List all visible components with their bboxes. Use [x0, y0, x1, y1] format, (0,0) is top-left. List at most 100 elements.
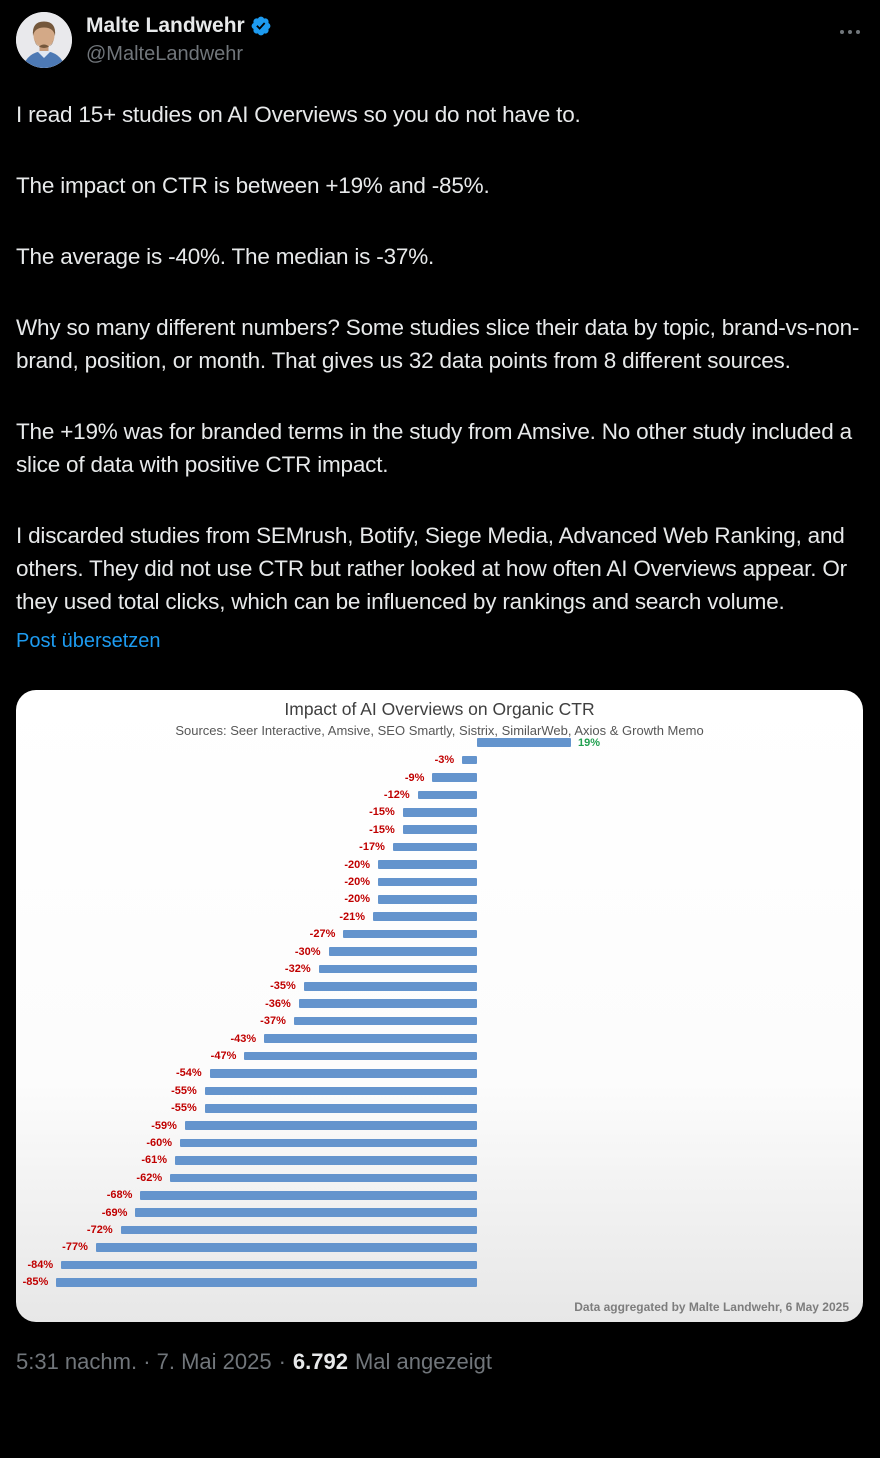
- chart-bar-label: -9%: [404, 771, 425, 784]
- chart-media[interactable]: Impact of AI Overviews on Organic CTR So…: [16, 690, 863, 1322]
- chart-bar-label: -36%: [265, 997, 291, 1010]
- chart-bar-label: -84%: [27, 1258, 54, 1271]
- chart-bar: [135, 1208, 477, 1217]
- avatar[interactable]: [16, 12, 72, 68]
- chart-bar-row: -55%: [16, 1100, 863, 1117]
- author-name: Malte Landwehr: [86, 14, 245, 37]
- chart-bar-row: -43%: [16, 1030, 863, 1047]
- chart-bar-label: -15%: [369, 823, 395, 836]
- chart-bar-row: -77%: [16, 1239, 863, 1256]
- chart-bar-row: -32%: [16, 960, 863, 977]
- chart-bar: [56, 1277, 477, 1287]
- chart-bar-row: -35%: [16, 978, 863, 995]
- chart-bar-label: -30%: [294, 945, 321, 958]
- chart-bar-row: -30%: [16, 943, 863, 960]
- chart-bar-row: -17%: [16, 838, 863, 855]
- chart-bar-row: -20%: [16, 856, 863, 873]
- post-paragraph: Why so many different numbers? Some stud…: [16, 315, 860, 373]
- chart-bar-label: -20%: [344, 858, 370, 871]
- chart-bar: [477, 738, 572, 747]
- chart-bar-row: -54%: [16, 1065, 863, 1082]
- post-footer: 5:31 nachm. · 7. Mai 2025 · 6.792 Mal an…: [16, 1348, 864, 1376]
- chart-bar: [61, 1260, 477, 1270]
- author-name-row[interactable]: Malte Landwehr: [86, 13, 272, 38]
- post-timestamp: 5:31 nachm. · 7. Mai 2025: [16, 1349, 272, 1374]
- chart-bar-label: -55%: [171, 1084, 197, 1097]
- chart-bar: [95, 1243, 477, 1252]
- chart-bar-row: -21%: [16, 908, 863, 925]
- chart-bar: [417, 790, 477, 800]
- chart-bar-row: 19%: [16, 734, 863, 751]
- chart-bar-label: -54%: [176, 1067, 202, 1080]
- chart-bar: [120, 1225, 477, 1235]
- chart-bar: [378, 877, 477, 887]
- chart-bar-row: -36%: [16, 995, 863, 1012]
- post-paragraph: The impact on CTR is between +19% and -8…: [16, 173, 490, 198]
- chart-bar-label: -20%: [344, 875, 370, 888]
- chart-title: Impact of AI Overviews on Organic CTR: [284, 699, 595, 719]
- chart-bar-label: -62%: [136, 1171, 163, 1184]
- chart-bar-row: -15%: [16, 804, 863, 821]
- chart-bar-row: -68%: [16, 1187, 863, 1204]
- chart-bar-label: -15%: [369, 806, 395, 819]
- chart-bar: [462, 755, 477, 765]
- chart-bar-label: -61%: [141, 1154, 168, 1167]
- chart-bar-row: -62%: [16, 1169, 863, 1186]
- chart-bar-row: -47%: [16, 1047, 863, 1064]
- chart-bar-row: -37%: [16, 1013, 863, 1030]
- chart-bar: [170, 1173, 477, 1183]
- chart-bar: [140, 1190, 477, 1200]
- chart-bar-row: -9%: [16, 769, 863, 786]
- chart-bar-label: 19%: [578, 736, 601, 749]
- chart-bar-label: -32%: [284, 962, 311, 975]
- chart-bar: [264, 1034, 477, 1043]
- chart-bar: [293, 1016, 477, 1026]
- chart-bar-row: -60%: [16, 1134, 863, 1151]
- chart-bar-row: -72%: [16, 1221, 863, 1238]
- post-paragraph: I discarded studies from SEMrush, Botify…: [16, 523, 847, 614]
- author-handle[interactable]: @MalteLandwehr: [86, 43, 244, 65]
- chart-bar-label: -59%: [151, 1119, 177, 1132]
- views-count: 6.792: [292, 1349, 348, 1374]
- post-paragraph: The average is -40%. The median is -37%.: [16, 244, 435, 269]
- chart-bar-row: -12%: [16, 786, 863, 803]
- chart-bar-label: -21%: [339, 910, 366, 923]
- author-block: Malte Landwehr @MalteLandwehr: [86, 12, 272, 66]
- chart-bar-label: -85%: [22, 1276, 49, 1289]
- chart-bar: [175, 1156, 477, 1165]
- chart-bar-label: -35%: [270, 980, 296, 993]
- chart-bar-label: -55%: [171, 1102, 197, 1115]
- chart-bar-label: -47%: [210, 1050, 237, 1063]
- chart-bar: [298, 999, 477, 1009]
- chart-bar: [378, 860, 477, 869]
- chart-bar-label: -37%: [260, 1015, 286, 1028]
- chart-rows: 19% -3% -9% -12% -15% -15% -17% -20% -20% -20% -21…: [16, 734, 863, 1291]
- chart-bar-label: -69%: [101, 1206, 128, 1219]
- chart-bar: [303, 982, 477, 991]
- chart-bar-label: -27%: [309, 928, 336, 941]
- chart-bar-row: -84%: [16, 1256, 863, 1273]
- chart-bar-row: -59%: [16, 1117, 863, 1134]
- chart-bar: [244, 1051, 477, 1061]
- chart-bar-label: -3%: [434, 754, 455, 767]
- translate-post-link[interactable]: Post übersetzen: [16, 630, 161, 652]
- post-paragraph: I read 15+ studies on AI Overviews so yo…: [16, 102, 581, 127]
- more-icon[interactable]: [836, 26, 864, 38]
- chart-bar-row: -61%: [16, 1152, 863, 1169]
- chart-bar-row: -55%: [16, 1082, 863, 1099]
- chart-bar-label: -77%: [62, 1241, 88, 1254]
- chart-bar-row: -15%: [16, 821, 863, 838]
- verified-badge-icon: [250, 15, 272, 37]
- chart-bar-label: -12%: [383, 788, 410, 801]
- post-paragraph: The +19% was for branded terms in the st…: [16, 419, 852, 477]
- chart-bar: [343, 929, 477, 939]
- chart-bar: [204, 1086, 477, 1096]
- chart-bar-row: -69%: [16, 1204, 863, 1221]
- chart-footnote: Data aggregated by Malte Landwehr, 6 May…: [574, 1300, 849, 1314]
- views-label: Mal angezeigt: [354, 1349, 492, 1374]
- chart-bar: [392, 842, 477, 852]
- chart-bar-row: -20%: [16, 873, 863, 890]
- chart-bar: [184, 1121, 477, 1130]
- chart-bar-row: -3%: [16, 751, 863, 768]
